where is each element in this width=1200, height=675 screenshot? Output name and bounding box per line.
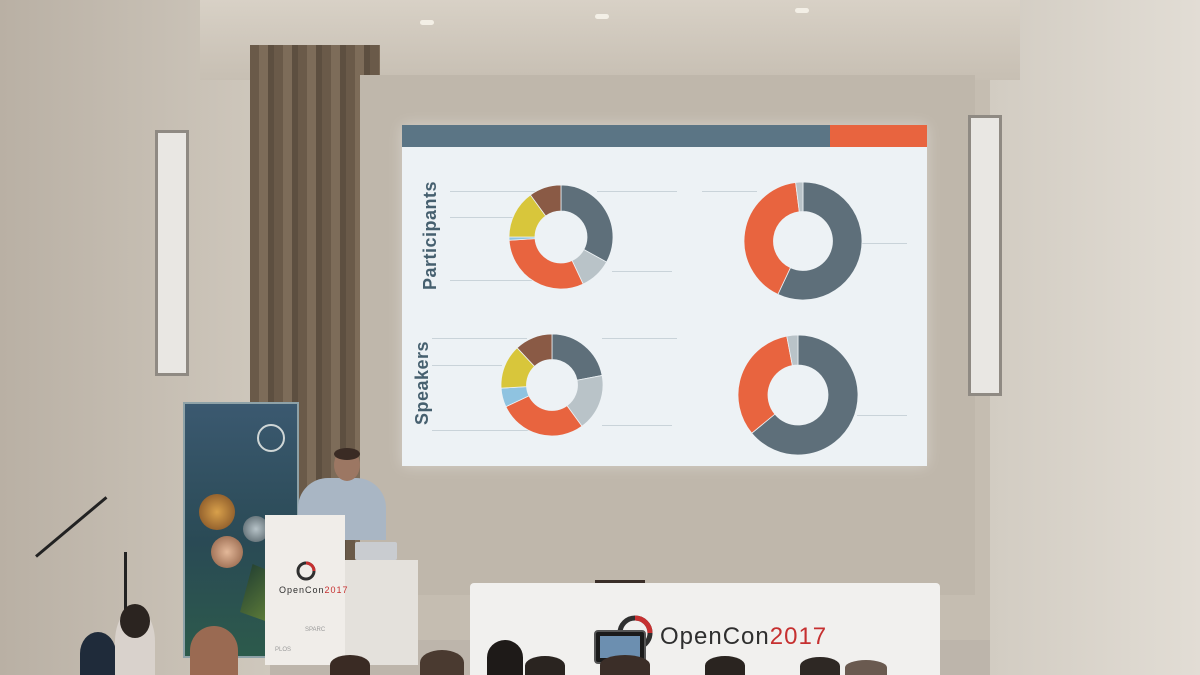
ceiling-light bbox=[420, 20, 434, 25]
podium-event-name: OpenCon bbox=[279, 585, 325, 595]
ceiling-light bbox=[595, 14, 609, 19]
donut-segment bbox=[529, 184, 562, 217]
audience-head bbox=[120, 604, 150, 638]
banner-image-circle bbox=[211, 536, 243, 568]
leader-line bbox=[702, 191, 757, 192]
audience-member bbox=[600, 655, 650, 675]
audience-member bbox=[800, 657, 840, 675]
audience-member bbox=[330, 655, 370, 675]
audience-member bbox=[525, 656, 565, 675]
slide-header-accent bbox=[830, 125, 927, 147]
leader-line bbox=[597, 191, 677, 192]
presenter-hair bbox=[334, 448, 360, 460]
donut-segment bbox=[795, 181, 804, 213]
donut-segment bbox=[508, 238, 584, 290]
table-event-year: 2017 bbox=[769, 623, 828, 650]
speakers-region-donut bbox=[500, 333, 604, 437]
leader-line bbox=[857, 415, 907, 416]
leader-line bbox=[450, 217, 520, 218]
podium-event-logo: OpenCon2017 bbox=[279, 585, 349, 595]
leader-line bbox=[602, 425, 672, 426]
donut-segment bbox=[737, 335, 793, 434]
donut-segment bbox=[505, 395, 583, 437]
sponsor-plos: PLOS bbox=[275, 647, 292, 653]
donut-segment bbox=[786, 334, 799, 366]
wall-speaker-left bbox=[155, 130, 189, 376]
table-event-name: OpenCon bbox=[660, 623, 770, 650]
opencon-logo-icon bbox=[296, 561, 316, 581]
participants-gender-donut bbox=[743, 181, 863, 301]
leader-line bbox=[450, 280, 540, 281]
slide-header-bar bbox=[402, 125, 830, 147]
leader-line bbox=[432, 365, 502, 366]
audience-member bbox=[705, 656, 745, 675]
audience-member bbox=[190, 626, 238, 675]
panel-table: OpenCon2017 bbox=[470, 583, 940, 675]
leader-line bbox=[857, 243, 907, 244]
banner-image-circle bbox=[199, 494, 235, 530]
podium: OpenCon2017 SPARC PLOS bbox=[265, 515, 348, 665]
donut-segment bbox=[777, 181, 863, 301]
laptop bbox=[355, 542, 397, 560]
sponsor-sparc: SPARC bbox=[305, 627, 326, 633]
participants-label: Participants bbox=[420, 180, 440, 290]
podium-event-year: 2017 bbox=[324, 585, 349, 595]
donut-segment bbox=[751, 334, 859, 456]
banner-seal bbox=[257, 424, 285, 452]
speakers-label: Speakers bbox=[412, 340, 432, 425]
leader-line bbox=[612, 271, 672, 272]
wall-speaker-right bbox=[968, 115, 1002, 396]
leader-line bbox=[450, 191, 545, 192]
banner-image-circle bbox=[243, 516, 269, 542]
donut-segment bbox=[560, 184, 614, 263]
lectern-desk bbox=[333, 560, 418, 665]
projected-slide: Participants Speakers bbox=[402, 125, 927, 466]
donut-segment bbox=[743, 182, 800, 295]
audience-member bbox=[487, 640, 523, 675]
leader-line bbox=[432, 430, 532, 431]
right-wall bbox=[990, 0, 1200, 675]
participants-region-donut bbox=[508, 184, 614, 290]
donut-segment bbox=[516, 333, 553, 367]
ceiling-light bbox=[795, 8, 809, 13]
leader-line bbox=[432, 338, 527, 339]
leader-line bbox=[602, 338, 677, 339]
audience-member bbox=[80, 632, 116, 675]
donut-segment bbox=[551, 333, 603, 381]
speakers-gender-donut bbox=[737, 334, 859, 456]
table-event-logo: OpenCon2017 bbox=[660, 623, 827, 651]
audience-member bbox=[845, 660, 887, 675]
audience-member bbox=[420, 650, 464, 675]
tablet-screen bbox=[600, 636, 640, 658]
